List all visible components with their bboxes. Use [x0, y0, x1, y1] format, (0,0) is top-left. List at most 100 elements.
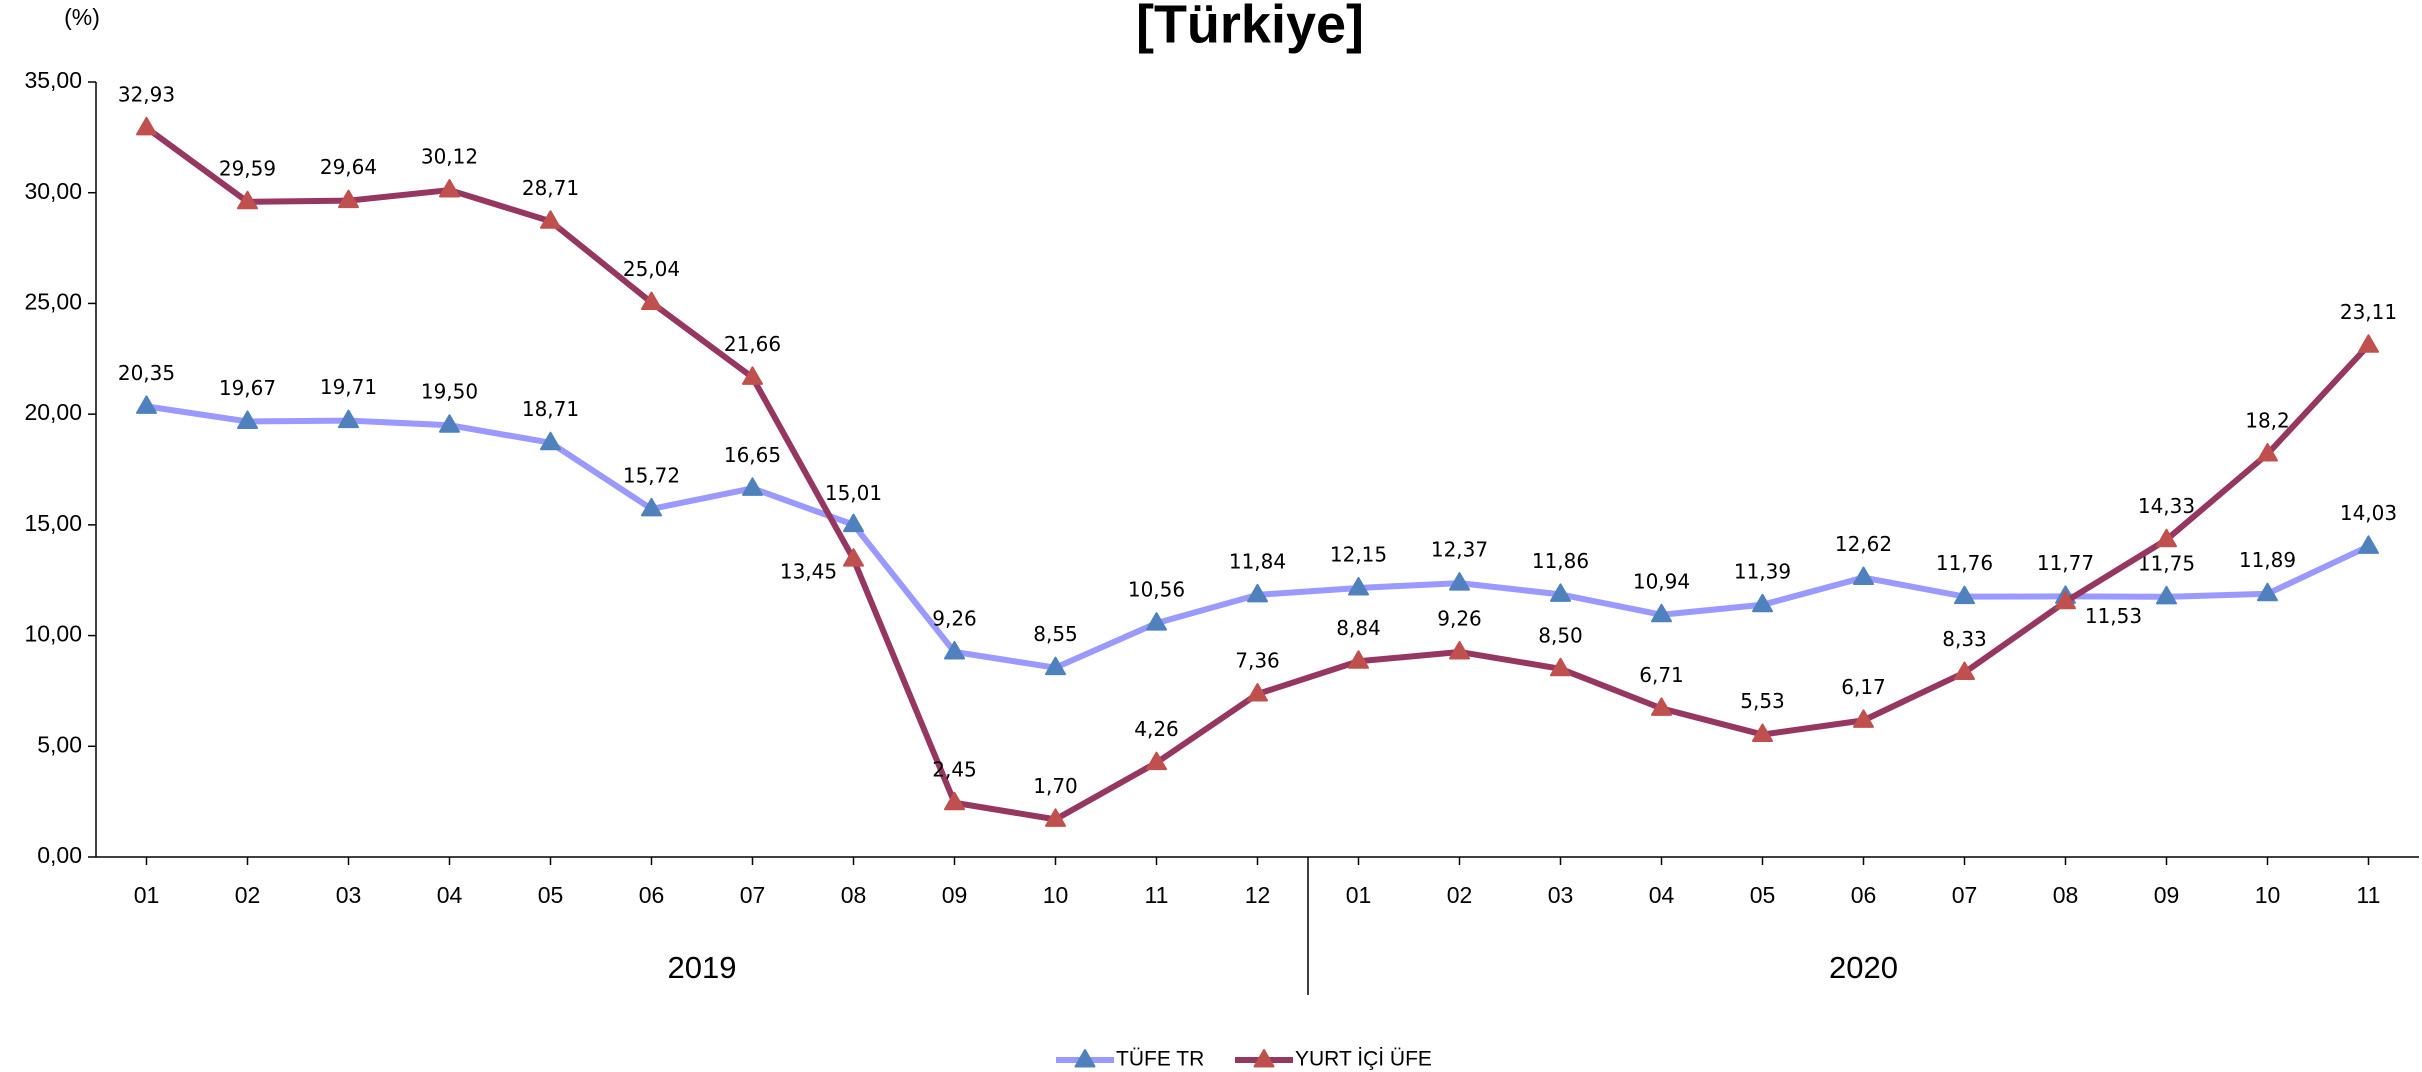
marker — [2257, 582, 2278, 602]
data-label: 32,93 — [118, 82, 175, 106]
data-label: 10,94 — [1633, 569, 1690, 593]
marker — [641, 291, 662, 311]
marker — [540, 431, 561, 451]
x-tick-label: 05 — [1750, 882, 1776, 908]
marker — [2055, 590, 2076, 610]
marker — [1348, 576, 1369, 596]
marker — [1954, 585, 1975, 605]
marker — [338, 409, 359, 429]
x-tick-label: 09 — [942, 882, 968, 908]
y-tick-label: 5,00 — [37, 731, 82, 757]
marker — [1651, 603, 1672, 623]
data-label: 9,26 — [932, 606, 977, 630]
data-label: 6,17 — [1841, 675, 1886, 699]
marker — [540, 210, 561, 229]
marker — [338, 189, 359, 209]
data-label: 11,53 — [2085, 604, 2142, 628]
marker — [1550, 583, 1571, 602]
marker — [2257, 443, 2278, 462]
marker — [1247, 683, 1268, 702]
data-label: 15,01 — [825, 481, 882, 505]
data-label: 5,53 — [1740, 689, 1785, 713]
y-axis-label: (%) — [64, 4, 100, 30]
data-label: 29,64 — [320, 155, 377, 179]
data-label: 16,65 — [724, 443, 781, 467]
x-tick-label: 08 — [841, 882, 867, 908]
x-tick-label: 07 — [1952, 882, 1978, 908]
data-label: 29,59 — [219, 156, 276, 180]
data-label: 8,84 — [1336, 616, 1381, 640]
y-tick-label: 10,00 — [24, 621, 82, 647]
marker — [1651, 697, 1672, 716]
year-label: 2020 — [1829, 950, 1898, 985]
x-tick-label: 10 — [1043, 882, 1069, 908]
marker — [742, 477, 763, 496]
marker — [136, 395, 157, 414]
x-tick-label: 04 — [437, 882, 463, 908]
marker — [944, 791, 965, 811]
legend-label: TÜFE TR — [1116, 1048, 1204, 1071]
data-label: 11,75 — [2138, 551, 2195, 575]
marker — [1550, 657, 1571, 677]
marker — [1752, 723, 1773, 743]
x-tick-label: 11 — [1145, 882, 1169, 908]
data-label: 4,26 — [1134, 717, 1179, 741]
data-label: 18,2 — [2245, 409, 2290, 433]
data-label: 14,03 — [2340, 501, 2397, 525]
data-label: 11,86 — [1532, 549, 1589, 573]
data-label: 10,56 — [1128, 578, 1185, 602]
x-tick-label: 11 — [2357, 882, 2381, 908]
marker — [1752, 593, 1773, 613]
x-tick-label: 06 — [639, 882, 665, 908]
data-label: 14,33 — [2138, 494, 2195, 518]
data-label: 13,45 — [780, 560, 837, 584]
x-tick-label: 10 — [2255, 882, 2281, 908]
marker — [439, 414, 460, 433]
x-tick-label: 12 — [1245, 882, 1271, 908]
y-tick-label: 30,00 — [24, 178, 82, 204]
marker — [439, 179, 460, 198]
marker — [237, 410, 258, 429]
data-label: 23,11 — [2340, 300, 2397, 324]
x-tick-label: 03 — [1548, 882, 1574, 908]
y-tick-label: 20,00 — [24, 399, 82, 425]
data-label: 11,84 — [1229, 549, 1286, 573]
data-label: 8,33 — [1942, 627, 1987, 651]
x-tick-label: 08 — [2053, 882, 2079, 908]
data-label: 11,89 — [2239, 548, 2296, 572]
data-label: 11,39 — [1734, 559, 1791, 583]
data-label: 19,71 — [320, 375, 377, 399]
data-label: 30,12 — [421, 145, 478, 169]
data-label: 7,36 — [1235, 649, 1280, 673]
marker — [1449, 572, 1470, 591]
marker — [2358, 535, 2379, 554]
y-tick-label: 25,00 — [24, 289, 82, 315]
x-tick-label: 09 — [2154, 882, 2180, 908]
marker — [1348, 650, 1369, 669]
x-tick-label: 02 — [235, 882, 261, 908]
data-label: 8,50 — [1538, 623, 1583, 647]
legend-label: YURT İÇİ ÜFE — [1295, 1048, 1432, 1071]
marker — [944, 640, 965, 660]
data-label: 11,76 — [1936, 551, 1993, 575]
data-label: 12,62 — [1835, 532, 1892, 556]
data-label: 12,37 — [1431, 538, 1488, 562]
data-label: 25,04 — [623, 257, 680, 281]
marker — [2156, 528, 2177, 548]
legend-marker — [1253, 1049, 1275, 1068]
x-tick-label: 01 — [1346, 882, 1372, 908]
data-label: 11,77 — [2037, 551, 2094, 575]
marker — [742, 366, 763, 385]
marker — [1146, 751, 1167, 771]
marker — [843, 548, 864, 567]
marker — [237, 190, 258, 210]
data-label: 19,50 — [421, 380, 478, 404]
data-label: 20,35 — [118, 361, 175, 385]
data-label: 1,70 — [1033, 774, 1078, 798]
chart-title: [Türkiye] — [1136, 0, 1364, 54]
x-tick-label: 04 — [1649, 882, 1675, 908]
data-label: 12,15 — [1330, 542, 1387, 566]
data-label: 9,26 — [1437, 606, 1482, 630]
x-tick-label: 06 — [1851, 882, 1877, 908]
data-label: 19,67 — [219, 376, 276, 400]
